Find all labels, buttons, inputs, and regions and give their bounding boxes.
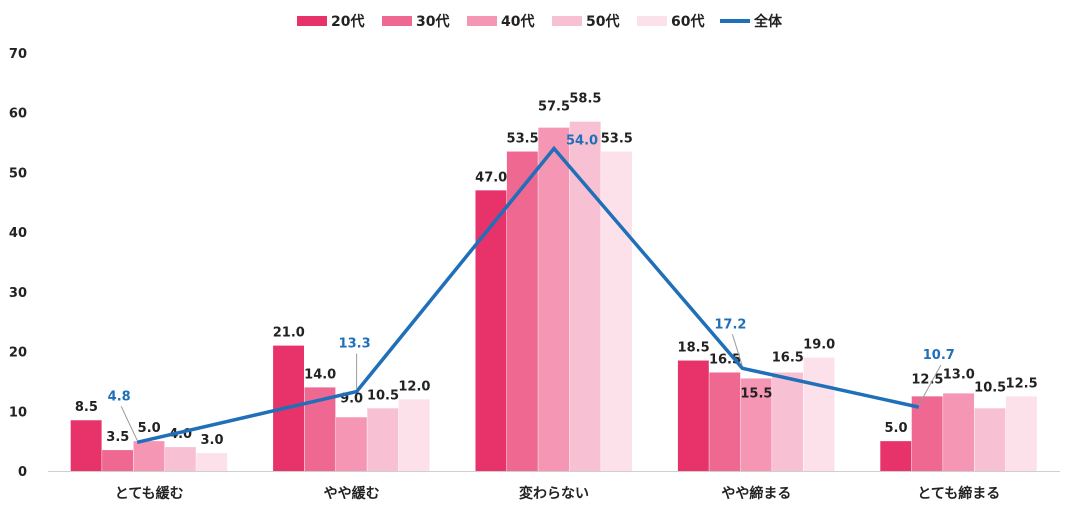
y-tick-label: 30: [9, 286, 27, 301]
bar-data-label: 3.5: [106, 430, 129, 445]
line-data-label: 4.8: [108, 389, 131, 404]
bar: [102, 450, 133, 471]
bar-data-label: 19.0: [803, 338, 835, 353]
bar-data-label: 15.5: [740, 386, 772, 401]
y-tick-label: 0: [18, 465, 27, 480]
y-tick-label: 20: [9, 346, 27, 361]
bar-data-label: 3.0: [200, 433, 223, 448]
x-tick-label: やや締まる: [721, 485, 791, 502]
bar-data-label: 10.5: [974, 380, 1006, 395]
legend: 20代 30代 40代 50代 60代 全体: [0, 10, 1075, 32]
line-data-label: 10.7: [923, 348, 955, 363]
bar: [709, 372, 741, 471]
bar-data-label: 14.0: [304, 367, 336, 382]
line-data-label: 54.0: [566, 134, 598, 149]
bar: [943, 393, 974, 471]
bar-data-label: 21.0: [273, 326, 305, 341]
bar: [196, 453, 228, 471]
legend-label: 60代: [671, 14, 705, 30]
bar: [601, 151, 632, 471]
bar-data-label: 53.5: [507, 132, 539, 147]
bar-data-label: 12.5: [1006, 376, 1038, 391]
bar-data-label: 18.5: [678, 341, 710, 356]
bar: [367, 408, 399, 471]
line-label-leader: [918, 364, 942, 406]
legend-label: 40代: [501, 14, 535, 30]
line-label-leader: [120, 406, 138, 441]
line-data-label: 17.2: [714, 317, 746, 332]
legend-item-50s: 50代: [552, 10, 619, 32]
legend-label: 全体: [754, 14, 782, 30]
legend-swatch: [297, 16, 327, 26]
bar: [335, 417, 367, 471]
bar-data-label: 10.5: [367, 388, 399, 403]
y-tick-label: 60: [9, 107, 27, 122]
bar: [911, 396, 943, 471]
line-data-label: 13.3: [339, 337, 371, 352]
bar: [70, 420, 102, 471]
legend-line-swatch: [720, 19, 750, 23]
bar: [133, 441, 165, 471]
bar: [506, 151, 538, 471]
bar: [880, 441, 912, 471]
bar: [164, 447, 196, 471]
x-tick-label: とても緩む: [115, 485, 184, 502]
bar-data-label: 13.0: [943, 367, 975, 382]
bar-data-label: 12.5: [911, 372, 943, 387]
legend-swatch: [382, 16, 412, 26]
x-tick-label: やや緩む: [324, 485, 380, 502]
x-axis: とても緩む やや緩む 変わらない やや締まる とても締まる: [48, 471, 1060, 502]
bar: [398, 399, 430, 471]
overall-line-path: [136, 145, 920, 445]
bar: [538, 127, 570, 472]
bar-data-label: 16.5: [772, 350, 804, 365]
legend-swatch: [637, 16, 667, 26]
legend-label: 50代: [586, 14, 620, 30]
legend-item-60s: 60代: [637, 10, 704, 32]
bar-data-label: 8.5: [75, 400, 98, 415]
bar: [569, 121, 601, 472]
bar-data-label: 47.0: [475, 170, 507, 185]
legend-item-20s: 20代: [297, 10, 364, 32]
bar-data-label: 57.5: [538, 100, 570, 115]
legend-swatch: [552, 16, 582, 26]
y-tick-label: 10: [9, 405, 27, 420]
bar: [803, 357, 835, 471]
bar: [677, 360, 709, 471]
x-tick-label: とても締まる: [917, 485, 1000, 502]
bar-data-label: 5.0: [138, 421, 161, 436]
x-tick-label: 変わらない: [519, 485, 589, 502]
y-axis: 0 10 20 30 40 50 60 70: [9, 47, 27, 480]
bar-data-label: 53.5: [601, 132, 633, 147]
bar: [974, 408, 1006, 471]
legend-label: 30代: [416, 14, 450, 30]
legend-item-overall: 全体: [720, 10, 782, 32]
bar: [1005, 396, 1037, 471]
line-label-leader: [731, 334, 743, 367]
legend-item-40s: 40代: [467, 10, 534, 32]
y-tick-label: 70: [9, 47, 27, 62]
bar-data-label: 58.5: [569, 92, 601, 107]
bar: [475, 190, 507, 472]
bar-data-label: 5.0: [884, 421, 907, 436]
bar-data-label: 12.0: [398, 379, 430, 394]
bar: [740, 378, 772, 471]
overall-line: 4.8 13.3 54.0 17.2 10.7: [108, 134, 955, 445]
y-tick-label: 50: [9, 166, 27, 181]
legend-label: 20代: [331, 14, 365, 30]
y-tick-label: 40: [9, 226, 27, 241]
legend-item-30s: 30代: [382, 10, 449, 32]
bar-group: [70, 121, 1037, 472]
legend-swatch: [467, 16, 497, 26]
bar: [772, 372, 803, 471]
